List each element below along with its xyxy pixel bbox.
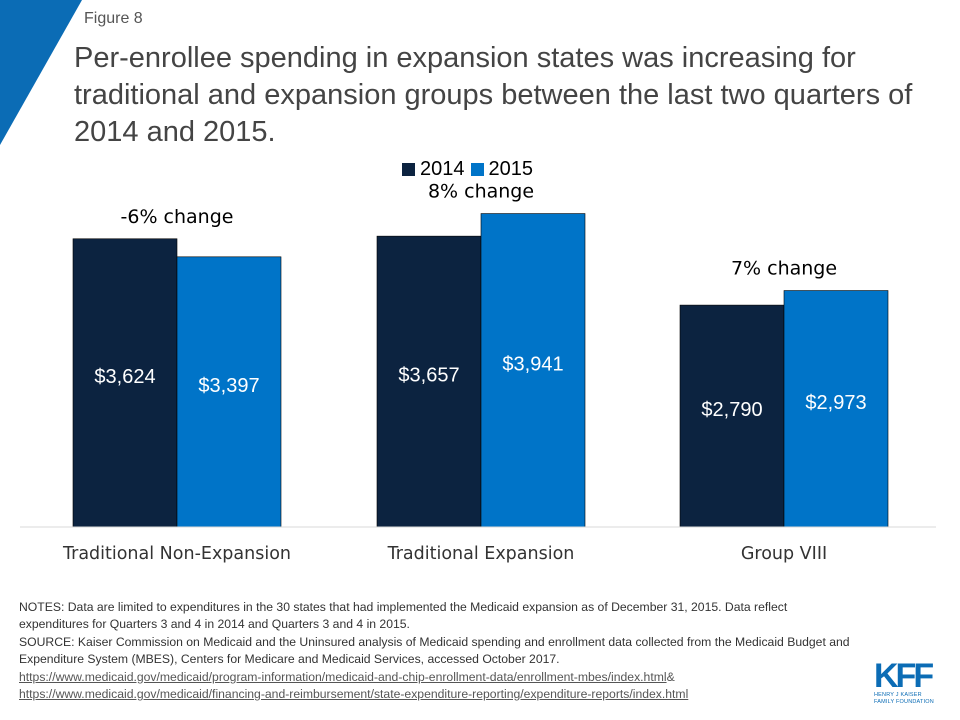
bar-value-label: $3,397 bbox=[198, 375, 259, 397]
bar-chart: $3,624 $3,397 -6% change Traditional Non-Ex… bbox=[20, 181, 936, 564]
kff-logo-line2: FAMILY FOUNDATION bbox=[874, 699, 934, 705]
notes-block: NOTES: Data are limited to expenditures … bbox=[19, 599, 859, 703]
change-annotation: -6% change bbox=[121, 206, 234, 228]
change-annotation: 8% change bbox=[428, 181, 534, 203]
link-joiner: & bbox=[666, 669, 675, 684]
bar-value-label: $2,790 bbox=[701, 399, 762, 421]
kff-logo-line1: HENRY J KAISER bbox=[874, 692, 922, 698]
legend-item-2015: 2015 bbox=[470, 158, 534, 181]
source-text: SOURCE: Kaiser Commission on Medicaid an… bbox=[19, 634, 850, 667]
kff-logo-mark: KFF bbox=[874, 657, 934, 695]
bar-2014-2 bbox=[679, 304, 785, 528]
bar-2015-0 bbox=[176, 256, 282, 528]
legend-swatch-2014 bbox=[402, 163, 415, 176]
legend-swatch-2015 bbox=[470, 163, 484, 176]
bar-value-label: $3,624 bbox=[94, 366, 155, 388]
source-link-expenditure[interactable]: https://www.medicaid.gov/medicaid/financ… bbox=[19, 687, 689, 702]
bar-2014-1 bbox=[376, 235, 482, 528]
legend-label-2014: 2014 bbox=[420, 158, 465, 180]
bar-2015-2 bbox=[783, 290, 889, 528]
notes-text: NOTES: Data are limited to expenditures … bbox=[19, 600, 788, 632]
bar-value-label: $3,657 bbox=[398, 365, 459, 387]
figure-label: Figure 8 bbox=[84, 10, 143, 27]
kff-logo: KFF HENRY J KAISER FAMILY FOUNDATION bbox=[874, 657, 948, 706]
legend-item-2014: 2014 bbox=[402, 158, 465, 181]
source-link-enrollment-text: https://www.medicaid.gov/medicaid/progra… bbox=[19, 669, 667, 684]
bar-value-label: $2,973 bbox=[805, 392, 866, 414]
corner-accent-triangle bbox=[0, 0, 82, 145]
x-tick-label: Traditional Expansion bbox=[387, 544, 575, 564]
change-annotation: 7% change bbox=[731, 258, 837, 280]
bar-value-label: $3,941 bbox=[502, 353, 563, 375]
bar-2015-1 bbox=[480, 213, 586, 528]
chart-title: Per-enrollee spending in expansion state… bbox=[74, 42, 913, 148]
x-tick-label: Traditional Non-Expansion bbox=[62, 544, 291, 564]
chart-legend: 2014 2015 bbox=[402, 158, 539, 181]
x-tick-label: Group VIII bbox=[741, 544, 827, 564]
legend-label-2015: 2015 bbox=[488, 158, 534, 180]
source-link-enrollment[interactable]: https://www.medicaid.gov/medicaid/progra… bbox=[19, 669, 859, 686]
